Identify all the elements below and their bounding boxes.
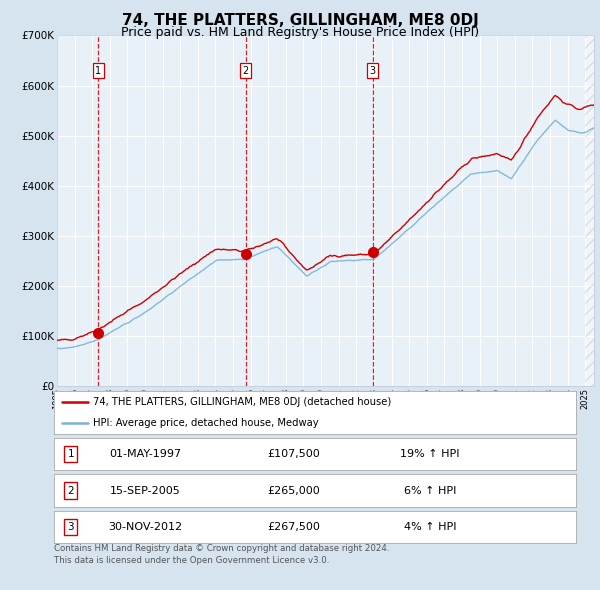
Text: 3: 3	[370, 65, 376, 76]
Text: 74, THE PLATTERS, GILLINGHAM, ME8 0DJ (detached house): 74, THE PLATTERS, GILLINGHAM, ME8 0DJ (d…	[93, 397, 391, 407]
Text: 01-MAY-1997: 01-MAY-1997	[109, 449, 181, 459]
Text: 2: 2	[67, 486, 74, 496]
Text: 4% ↑ HPI: 4% ↑ HPI	[404, 522, 456, 532]
Text: 19% ↑ HPI: 19% ↑ HPI	[400, 449, 460, 459]
Text: £107,500: £107,500	[268, 449, 320, 459]
Text: 2: 2	[242, 65, 248, 76]
Bar	[585, 35, 594, 386]
Text: £267,500: £267,500	[268, 522, 320, 532]
Text: HPI: Average price, detached house, Medway: HPI: Average price, detached house, Medw…	[93, 418, 319, 428]
Text: 15-SEP-2005: 15-SEP-2005	[110, 486, 181, 496]
Text: Contains HM Land Registry data © Crown copyright and database right 2024.
This d: Contains HM Land Registry data © Crown c…	[54, 544, 389, 565]
Text: 3: 3	[67, 522, 74, 532]
Text: 1: 1	[67, 449, 74, 459]
Text: 30-NOV-2012: 30-NOV-2012	[108, 522, 182, 532]
Text: Price paid vs. HM Land Registry's House Price Index (HPI): Price paid vs. HM Land Registry's House …	[121, 26, 479, 39]
Text: 1: 1	[95, 65, 101, 76]
Text: £265,000: £265,000	[268, 486, 320, 496]
Text: 6% ↑ HPI: 6% ↑ HPI	[404, 486, 456, 496]
Text: 74, THE PLATTERS, GILLINGHAM, ME8 0DJ: 74, THE PLATTERS, GILLINGHAM, ME8 0DJ	[122, 13, 478, 28]
